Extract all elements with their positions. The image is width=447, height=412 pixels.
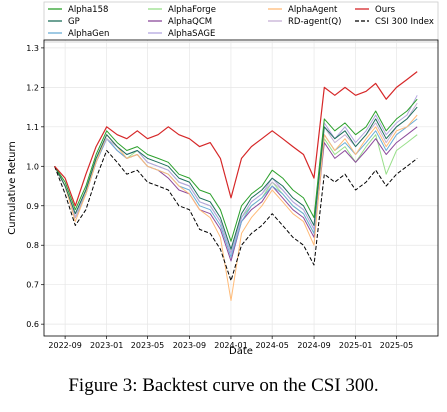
y-tick-label: 0.7 [26,281,39,290]
series-line [54,98,418,242]
legend: Alpha158 AlphaForge AlphaAgent Ours GP AlphaQ… [48,5,434,39]
legend-label: AlphaQCM [168,17,212,27]
y-tick-label: 1.3 [26,44,39,53]
figure-caption: Figure 3: Backtest curve on the CSI 300. [68,375,379,396]
grid [44,40,438,336]
x-tick-label: 2023-09 [173,341,206,350]
y-tick-label: 1.0 [26,162,39,171]
x-tick-label: 2023-01 [90,341,123,350]
x-tick-label: 2024-01 [214,341,247,350]
plot-frame [43,39,439,337]
legend-label: GP [68,17,80,27]
y-tick-label: 1.1 [26,123,39,132]
y-tick-label: 0.8 [26,241,39,250]
series-line [54,106,418,250]
legend-label: AlphaAgent [288,5,338,15]
x-tick-label: 2023-05 [131,341,164,350]
legend-label: AlphaGen [68,29,109,39]
series-line [54,114,418,301]
y-tick-label: 0.9 [26,202,39,211]
y-axis-label: Cumulative Return [7,141,18,234]
x-axis-label: Date [229,346,253,357]
y-tick-label: 1.2 [26,83,39,92]
legend-label: Alpha158 [68,5,108,15]
series-line [54,95,418,254]
legend-box [43,1,439,43]
x-tick-label: 2024-09 [297,341,330,350]
y-tick-label: 0.6 [26,320,39,329]
legend-label: CSI 300 Index [375,17,434,27]
x-tick-label: 2025-05 [380,341,413,350]
y-ticks: 0.6 0.7 0.8 0.9 1.0 1.1 1.2 1.3 [26,44,44,329]
legend-label: AlphaSAGE [168,29,215,39]
series-line [54,71,418,207]
x-tick-label: 2024-05 [255,341,288,350]
series-line [54,150,418,282]
x-ticks: 2022-09 2023-01 2023-05 2023-09 2024-01 2024-… [48,336,413,350]
legend-label: RD-agent(Q) [288,17,341,27]
legend-label: AlphaForge [168,5,216,15]
legend-label: Ours [375,5,396,15]
x-tick-label: 2025-01 [339,341,372,350]
x-tick-label: 2022-09 [48,341,81,350]
series-lines [54,71,418,301]
